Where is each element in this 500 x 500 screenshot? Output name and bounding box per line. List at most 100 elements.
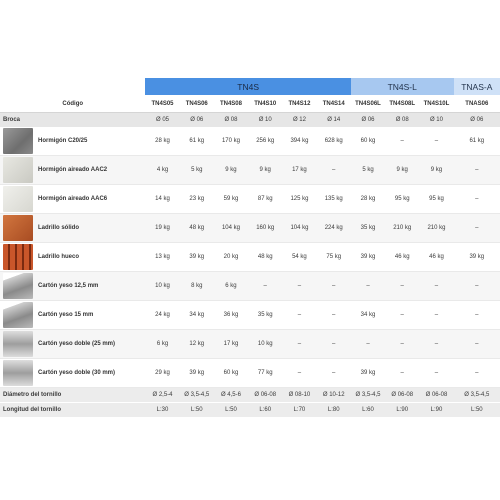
material-name: Cartón yeso 15 mm (38, 312, 94, 318)
material-name: Hormigón aireado AAC2 (38, 167, 108, 173)
material-name: Hormigón C20/25 (38, 138, 88, 144)
material-value-cell: 35 kg (248, 300, 283, 330)
material-value-cell: 9 kg (385, 155, 420, 185)
footer-value-cell: L:60 (350, 402, 386, 418)
material-value-cell: 77 kg (248, 358, 283, 388)
material-name: Cartón yeso doble (30 mm) (38, 370, 116, 376)
material-value-cell: 394 kg (282, 127, 317, 156)
broca-cell: Ø 06 (179, 112, 214, 127)
material-value-cell: – (419, 127, 454, 156)
material-value-cell: 87 kg (248, 184, 283, 214)
material-value-cell: 48 kg (248, 242, 283, 272)
material-value-cell: 23 kg (179, 184, 214, 214)
material-value-cell: – (419, 271, 454, 301)
footer-value-cell: Ø 10-12 (316, 387, 351, 403)
footer-value-cell: Ø 3,5-4,5 (453, 387, 500, 403)
material-value-cell: 95 kg (385, 184, 420, 214)
material-value-cell: 9 kg (248, 155, 283, 185)
code-cell: TNAS06 (453, 95, 500, 113)
broca-cell: Ø 10 (248, 112, 283, 127)
material-value-cell: 28 kg (350, 184, 386, 214)
material-thumbnail-aac2 (3, 157, 33, 183)
material-value-cell: 210 kg (419, 213, 454, 243)
material-value-cell: – (385, 358, 420, 388)
broca-cell: Ø 10 (419, 112, 454, 127)
material-name: Hormigón aireado AAC6 (38, 196, 108, 202)
material-row: Cartón yeso 12,5 mm 10 kg 8 kg 6 kg – – – – – – – (0, 271, 500, 301)
material-label-cell: Cartón yeso doble (30 mm) (0, 358, 146, 388)
material-value-cell: – (453, 300, 500, 330)
footer-label: Diámetro del tornillo (0, 387, 146, 403)
material-label-cell: Hormigón aireado AAC6 (0, 184, 146, 214)
material-value-cell: 8 kg (179, 271, 214, 301)
code-cell: TN4S08L (385, 95, 420, 113)
footer-value-cell: Ø 06-08 (385, 387, 420, 403)
footer-value-cell: L:70 (282, 402, 317, 418)
footer-value-cell: Ø 3,5-4,5 (179, 387, 214, 403)
material-thumbnail-board (3, 302, 33, 328)
code-header-label: Código (0, 95, 146, 113)
material-label-cell: Hormigón C20/25 (0, 127, 146, 156)
material-value-cell: 6 kg (145, 329, 180, 359)
material-value-cell: – (316, 155, 351, 185)
material-thumbnail-brick (3, 215, 33, 241)
material-value-cell: 46 kg (419, 242, 454, 272)
material-value-cell: 17 kg (213, 329, 249, 359)
material-thumbnail-concrete (3, 128, 33, 154)
material-thumbnail-hollow (3, 244, 33, 270)
material-label-cell: Cartón yeso doble (25 mm) (0, 329, 146, 359)
material-row: Hormigón aireado AAC2 4 kg 5 kg 9 kg 9 kg 17 … (0, 155, 500, 185)
material-row: Hormigón aireado AAC6 14 kg 23 kg 59 kg 87 k… (0, 184, 500, 214)
material-name: Cartón yeso doble (25 mm) (38, 341, 116, 347)
material-value-cell: – (453, 155, 500, 185)
footer-value-cell: L:50 (453, 402, 500, 418)
material-value-cell: – (316, 271, 351, 301)
material-value-cell: – (282, 271, 317, 301)
material-value-cell: 28 kg (145, 127, 180, 156)
material-value-cell: 125 kg (282, 184, 317, 214)
screw-diameter-row: Diámetro del tornillo Ø 2,5-4 Ø 3,5-4,5 Ø 4… (0, 387, 500, 403)
material-thumbnail-board2 (3, 331, 33, 357)
group-header-tnas-a: TNAS-A (453, 78, 500, 95)
footer-value-cell: L:60 (248, 402, 283, 418)
material-value-cell: 46 kg (385, 242, 420, 272)
material-value-cell: – (453, 358, 500, 388)
broca-label: Broca (0, 112, 146, 127)
material-value-cell: 6 kg (213, 271, 249, 301)
material-value-cell: – (453, 184, 500, 214)
footer-value-cell: L:50 (213, 402, 249, 418)
broca-cell: Ø 05 (145, 112, 180, 127)
material-value-cell: 95 kg (419, 184, 454, 214)
footer-value-cell: Ø 4,5-6 (213, 387, 249, 403)
material-value-cell: 39 kg (350, 358, 386, 388)
material-value-cell: 160 kg (248, 213, 283, 243)
material-row: Cartón yeso doble (30 mm) 29 kg 39 kg 60 kg… (0, 358, 500, 388)
material-label-cell: Ladrillo hueco (0, 242, 146, 272)
code-cell: TN4S10 (248, 95, 283, 113)
material-value-cell: – (385, 127, 420, 156)
material-value-cell: 9 kg (213, 155, 249, 185)
group-header-tn4s-l: TN4S-L (350, 78, 454, 95)
code-cell: TN4S08 (213, 95, 249, 113)
footer-value-cell: L:50 (179, 402, 214, 418)
code-cell: TN4S14 (316, 95, 351, 113)
code-header-row: Código TN4S05 TN4S06 TN4S08 TN4S10 TN4S1… (0, 95, 500, 113)
footer-label: Longitud del tornillo (0, 402, 146, 418)
material-value-cell: – (316, 329, 351, 359)
material-value-cell: 17 kg (282, 155, 317, 185)
material-name: Ladrillo sólido (38, 225, 80, 231)
material-value-cell: 9 kg (419, 155, 454, 185)
code-cell: TN4S05 (145, 95, 180, 113)
material-value-cell: 39 kg (179, 358, 214, 388)
material-value-cell: – (453, 271, 500, 301)
material-value-cell: – (350, 271, 386, 301)
broca-cell: Ø 08 (385, 112, 420, 127)
material-value-cell: 39 kg (179, 242, 214, 272)
footer-value-cell: L:90 (385, 402, 420, 418)
code-cell: TN4S06 (179, 95, 214, 113)
broca-cell: Ø 06 (350, 112, 386, 127)
material-value-cell: – (419, 300, 454, 330)
footer-value-cell: L:90 (419, 402, 454, 418)
broca-cell: Ø 12 (282, 112, 317, 127)
material-value-cell: 60 kg (213, 358, 249, 388)
